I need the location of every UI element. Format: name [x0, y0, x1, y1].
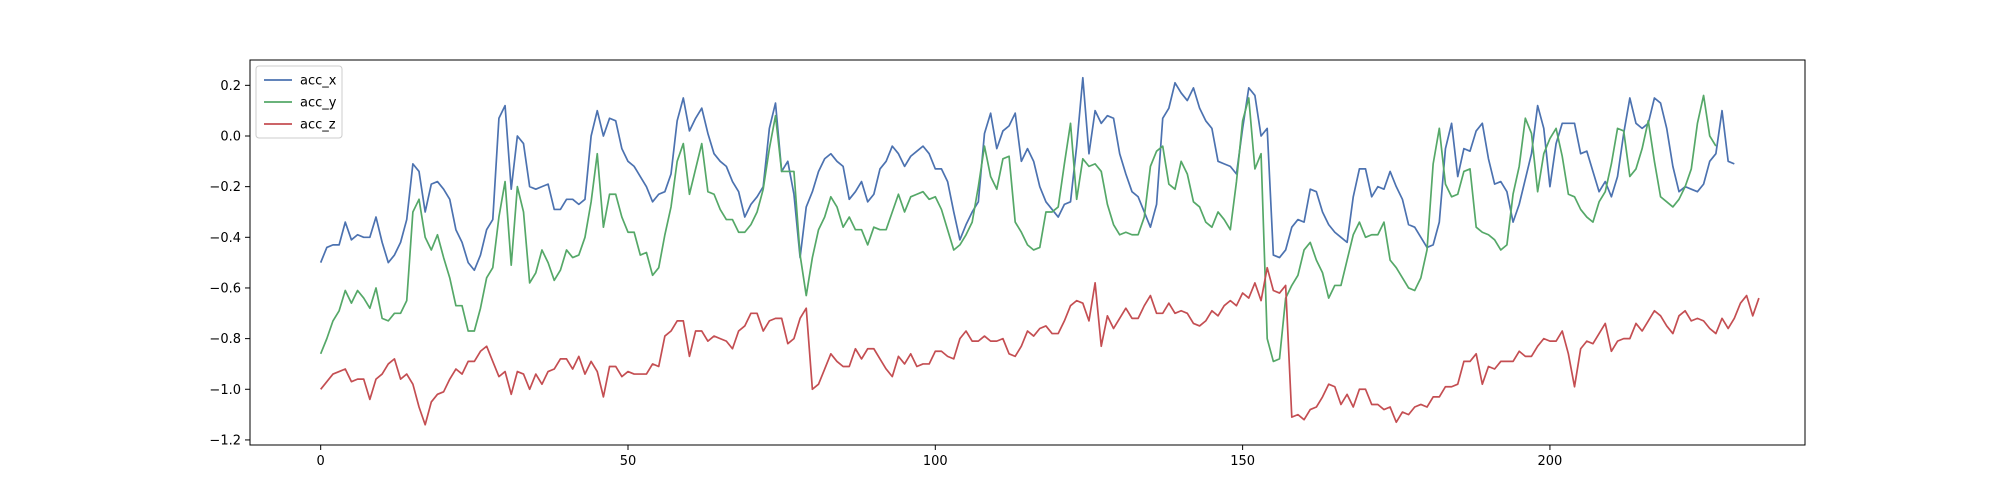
- x-tick-label: 0: [317, 454, 325, 469]
- x-tick-label: 150: [1230, 454, 1255, 469]
- series-line-acc_z: [320, 266, 1760, 426]
- legend-label-acc_z: acc_z: [300, 118, 336, 133]
- x-tick-label: 200: [1538, 454, 1563, 469]
- series-line-acc_y: [319, 94, 1717, 363]
- plot-area: [319, 76, 1760, 426]
- legend-label-acc_y: acc_y: [300, 96, 337, 111]
- y-tick-label: −0.6: [209, 281, 241, 296]
- axes: 0 50 100 150 200 −1.2 −1.0 −0.8 −0.6 −0.4 −0.2 0.0 0…: [209, 59, 1806, 469]
- y-tick-label: 0.2: [220, 79, 241, 94]
- y-tick-label: −0.2: [209, 180, 241, 195]
- y-tick-label: −0.4: [209, 231, 241, 246]
- x-tick-label: 100: [923, 454, 948, 469]
- y-tick-label: −1.2: [209, 433, 241, 448]
- legend-box: [255, 65, 343, 139]
- axes-frame: [249, 59, 1806, 446]
- legend-label-acc_x: acc_x: [300, 74, 337, 89]
- legend: acc_x acc_y acc_z: [255, 65, 343, 139]
- y-tick-label: −1.0: [209, 383, 241, 398]
- y-tick-label: −0.8: [209, 332, 241, 347]
- y-tick-label: 0.0: [220, 129, 241, 144]
- series-line-acc_x: [319, 76, 1735, 272]
- x-tick-label: 50: [620, 454, 637, 469]
